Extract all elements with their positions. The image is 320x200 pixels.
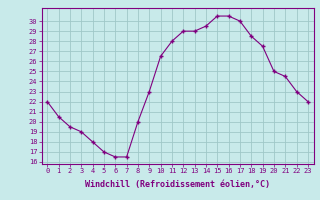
X-axis label: Windchill (Refroidissement éolien,°C): Windchill (Refroidissement éolien,°C): [85, 180, 270, 189]
